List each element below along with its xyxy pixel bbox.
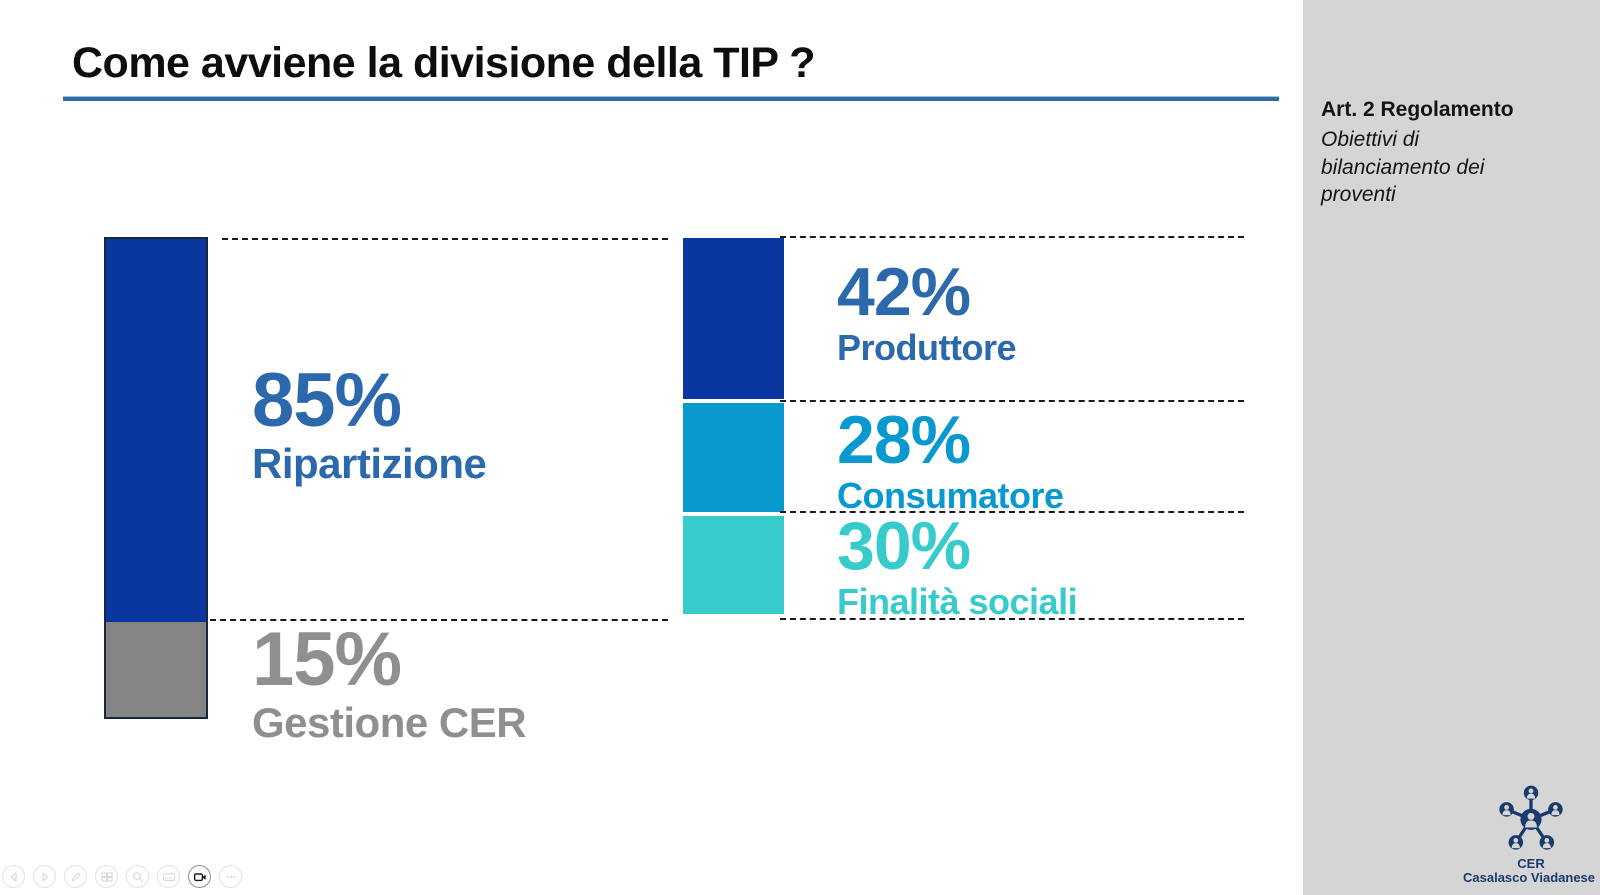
name-ripartizione: Ripartizione [252, 440, 487, 487]
camera-icon [193, 872, 206, 881]
bar-segment-consumatore [683, 403, 784, 512]
pct-ripartizione: 85% [252, 358, 402, 443]
cer-network-logo-icon [1499, 785, 1563, 850]
more-options-button[interactable] [219, 865, 242, 888]
pct-gestione-cer: 15% [252, 617, 402, 702]
guide-line-left-split [210, 619, 668, 621]
slideshow-toolbar [2, 865, 242, 889]
name-finalita-sociali: Finalità sociali [837, 581, 1078, 622]
bar-segment-gestione-cer [106, 622, 206, 717]
pct-finalita-sociali: 30% [837, 508, 971, 584]
sidebar-subtext: Obiettivi di bilanciamento dei proventi [1321, 128, 1485, 206]
bar-segment-produttore [683, 238, 784, 399]
bar-segment-ripartizione [106, 239, 206, 622]
cer-logo: CER Casalasco Viadanese [1463, 785, 1595, 886]
sidebar-heading: Art. 2 Regolamento [1321, 98, 1514, 121]
next-slide-button[interactable] [33, 865, 56, 888]
pct-produttore: 42% [837, 254, 971, 330]
zoom-icon [132, 871, 143, 882]
label-gestione-cer: 15% Gestione CER [252, 617, 527, 746]
guide-line-right-top [780, 236, 1244, 238]
sidebar-note: Art. 2 Regolamento Obiettivi di bilancia… [1321, 97, 1536, 208]
previous-slide-icon [10, 871, 17, 882]
label-ripartizione: 85% Ripartizione [252, 358, 487, 487]
guide-line-produttore-bottom [780, 400, 1244, 402]
guide-line-right-bottom [780, 618, 1244, 620]
camera-button[interactable] [188, 865, 211, 888]
tip-split-bar [104, 237, 208, 719]
name-gestione-cer: Gestione CER [252, 699, 527, 746]
previous-slide-button[interactable] [2, 865, 25, 888]
pen-icon [71, 871, 81, 881]
logo-name: Casalasco Viadanese [1463, 870, 1596, 886]
see-all-slides-icon [100, 871, 113, 882]
label-finalita-sociali: 30% Finalità sociali [837, 508, 1078, 622]
guide-line-consumatore-bottom [780, 511, 1244, 513]
logo-acronym: CER [1517, 856, 1545, 871]
subtitles-icon [162, 872, 175, 881]
pct-consumatore: 28% [837, 402, 971, 478]
name-consumatore: Consumatore [837, 475, 1064, 516]
guide-line-left-top [222, 238, 668, 240]
name-produttore: Produttore [837, 327, 1017, 368]
sidebar-panel: Art. 2 Regolamento Obiettivi di bilancia… [1303, 0, 1600, 895]
label-produttore: 42% Produttore [837, 254, 1017, 368]
ripartizione-split-bar [683, 238, 784, 618]
next-slide-icon [41, 871, 48, 882]
pen-tools-button[interactable] [64, 865, 87, 888]
label-consumatore: 28% Consumatore [837, 406, 1064, 514]
subtitles-button[interactable] [157, 865, 180, 888]
zoom-button[interactable] [126, 865, 149, 888]
page-title: Come avviene la divisione della TIP ? [72, 39, 816, 87]
bar-segment-finalita-sociali [683, 516, 784, 614]
title-underline [63, 96, 1279, 101]
more-options-icon [226, 875, 235, 878]
see-all-slides-button[interactable] [95, 865, 118, 888]
